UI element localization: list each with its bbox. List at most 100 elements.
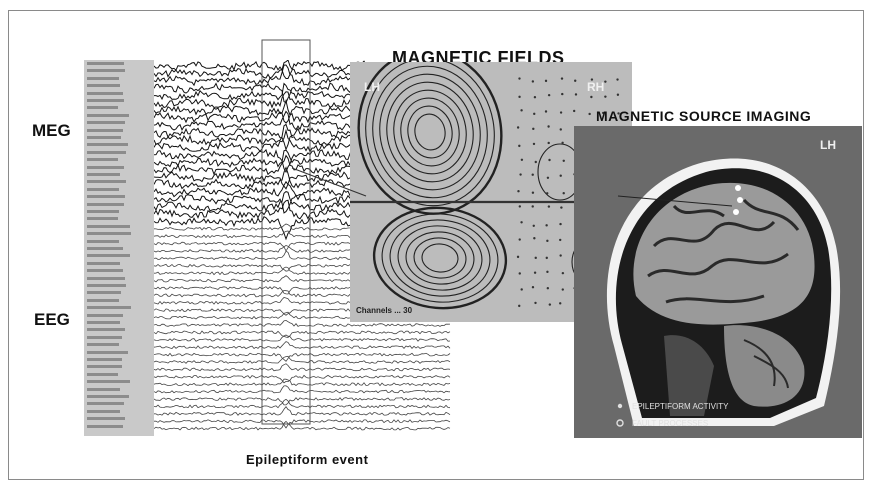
magnetic-source-imaging-title: MAGNETIC SOURCE IMAGING — [596, 108, 812, 124]
sensor-dot — [559, 174, 562, 177]
meg-label: MEG — [32, 121, 71, 140]
sensor-dot — [544, 79, 548, 83]
sensor-dot — [590, 78, 594, 81]
sensor-dot — [604, 95, 607, 98]
sensor-dot — [531, 173, 534, 176]
field-contour — [372, 65, 488, 199]
channel-label-mark — [87, 372, 118, 376]
sensor-dot — [546, 270, 549, 274]
sensor-dot — [560, 206, 563, 209]
sensor-dot — [516, 255, 520, 259]
sensor-dot — [559, 222, 562, 226]
lh-label: LH — [364, 80, 380, 94]
channel-label-mark — [87, 261, 120, 265]
sensor-dot — [561, 141, 564, 145]
sensor-dot — [559, 128, 562, 131]
channel-label-column — [84, 60, 154, 436]
sensor-dot — [544, 110, 548, 113]
sensor-dot — [520, 221, 523, 224]
channel-label-mark — [87, 291, 121, 295]
sensor-dot — [588, 112, 591, 116]
field-contour — [389, 219, 491, 297]
sensor-dot — [531, 205, 534, 208]
source-marker — [733, 209, 739, 215]
field-contour — [405, 231, 475, 285]
event-highlight-box — [261, 39, 311, 425]
sensor-dot — [519, 173, 522, 176]
signal-trace — [154, 378, 451, 387]
field-contour — [381, 213, 499, 303]
channel-label-mark — [87, 424, 123, 428]
signal-trace — [154, 420, 451, 431]
channel-label-mark — [87, 121, 125, 125]
channel-label-mark — [87, 187, 119, 191]
sensor-dot — [533, 95, 537, 99]
sensor-dot — [546, 286, 550, 290]
signal-trace — [154, 374, 451, 384]
sensor-dot — [560, 77, 564, 80]
field-contour — [372, 206, 508, 310]
channel-label-mark — [87, 276, 125, 280]
channel-label-mark — [87, 232, 131, 236]
channel-label-mark — [87, 76, 119, 80]
sensor-dot — [617, 112, 620, 115]
channel-label-mark — [87, 173, 120, 176]
sensor-dot — [574, 79, 577, 82]
field-map-footer: Channels ... 30 — [356, 306, 413, 315]
sensor-dot — [547, 125, 550, 128]
sensor-dot — [534, 301, 537, 305]
channel-label-mark — [87, 202, 124, 206]
channel-label-mark — [87, 69, 125, 73]
signal-trace — [154, 341, 451, 350]
channel-label-mark — [87, 150, 126, 154]
channel-label-mark — [87, 306, 131, 310]
sensor-dot — [533, 271, 537, 274]
channel-label-mark — [87, 143, 128, 147]
field-contour — [421, 243, 459, 273]
sensor-dot — [547, 205, 551, 208]
channel-label-mark — [87, 417, 125, 421]
signal-trace — [154, 352, 451, 362]
sensor-dot — [531, 191, 535, 194]
channel-label-mark — [87, 313, 123, 317]
sensor-dot — [572, 109, 576, 113]
sensor-dot — [531, 80, 535, 83]
channel-label-mark — [87, 254, 130, 258]
sensor-dot — [548, 303, 552, 306]
sensor-dot — [547, 93, 551, 97]
sensor-dot — [520, 109, 523, 112]
channel-label-mark — [87, 284, 126, 287]
sensor-dot — [562, 159, 565, 163]
sensor-dot — [548, 158, 551, 162]
channel-label-mark — [87, 269, 123, 273]
legend-dot-marker — [617, 403, 623, 409]
sensor-dot — [545, 224, 548, 227]
channel-label-mark — [87, 217, 118, 221]
sensor-dot — [534, 256, 537, 260]
field-contour — [357, 62, 503, 215]
sensor-dot — [518, 95, 521, 99]
sensor-dot — [533, 112, 536, 116]
sensor-dot — [616, 93, 620, 96]
sensor-dot — [574, 93, 578, 96]
sensor-dot — [604, 80, 607, 83]
signal-trace — [154, 363, 451, 372]
channel-label-mark — [87, 136, 121, 139]
signal-trace — [154, 385, 451, 394]
figure-frame — [8, 10, 864, 480]
signal-trace — [154, 330, 451, 338]
field-contour — [386, 81, 474, 183]
field-contour — [393, 89, 467, 175]
signal-trace — [154, 355, 451, 364]
sensor-dot — [518, 144, 521, 148]
eeg-label: EEG — [34, 310, 70, 329]
sensor-dot — [559, 302, 562, 305]
sensor-dot — [547, 141, 550, 145]
sensor-dot — [559, 238, 562, 242]
channel-label-mark — [87, 62, 124, 65]
field-contour — [379, 73, 481, 191]
channel-label-mark — [87, 350, 128, 354]
sensor-dot — [517, 190, 520, 193]
signal-trace — [154, 419, 451, 429]
